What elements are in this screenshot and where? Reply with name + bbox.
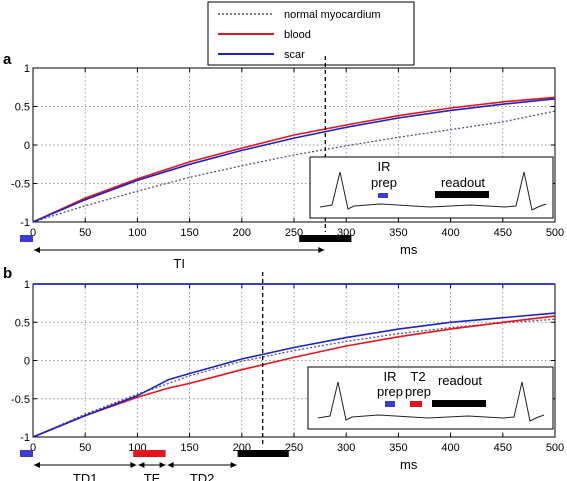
inset-label-readout: readout (438, 373, 482, 388)
x-tick-label: 400 (441, 227, 459, 239)
interval-label: TE (144, 471, 161, 481)
chart-panel-b: b-1-0.500.510 50 100 150 200 250 300 350 400 450 5… (3, 265, 564, 481)
y-tick-label: 0.5 (15, 102, 30, 114)
x-tick-label: 450 (494, 442, 512, 454)
y-tick-label: 1 (24, 63, 30, 75)
interval-arrow: TD1 (34, 462, 137, 481)
arrow-head (318, 247, 325, 253)
inset-box (309, 156, 554, 219)
interval-arrow: TI (34, 247, 325, 271)
inset-label-prep: prep (371, 175, 397, 190)
series-line-scar (32, 312, 556, 438)
inset-label-ir-prep: prep (377, 384, 403, 399)
series-line-normal-myocardium (32, 318, 556, 438)
ir-pulse-bar (20, 450, 33, 457)
x-tick-label: 250 (285, 227, 303, 239)
legend-label: normal myocardium (284, 9, 381, 21)
inset-label-ir: IR (384, 369, 397, 384)
y-tick-label: -1 (20, 217, 30, 229)
interval-arrow: TD2 (167, 462, 237, 481)
inset-readout-block (435, 191, 489, 198)
grid (33, 284, 555, 437)
panel-label: b (3, 265, 12, 282)
inset-label-t2: T2 (410, 369, 425, 384)
legend: normal myocardium blood scar (207, 1, 415, 66)
chart-panel-a: a-1-0.500.510 50 100 150 200 250 300 350 400 450 5… (3, 51, 564, 271)
readout-bar (299, 235, 352, 242)
inset-t2-block (410, 401, 422, 407)
x-tick-label: 0 (30, 227, 36, 239)
arrow-head (34, 247, 40, 253)
inset-ir-block (378, 193, 388, 198)
arrow-head (34, 462, 40, 468)
y-tick-label: -1 (20, 432, 30, 444)
ecg-trace (317, 381, 545, 422)
x-tick-label: 500 (546, 227, 564, 239)
inset-label-readout: readout (441, 175, 485, 190)
x-tick-label: 350 (389, 227, 407, 239)
x-tick-label: 150 (180, 442, 198, 454)
t2-pulse-bar (133, 450, 166, 457)
x-tick-label: 300 (337, 442, 355, 454)
x-tick-label: 350 (389, 442, 407, 454)
inset-ir-block (385, 401, 395, 407)
ir-pulse-bar (20, 235, 33, 242)
series-line-scar (32, 98, 556, 223)
x-tick-label: 500 (546, 442, 564, 454)
arrow-head (138, 462, 145, 468)
x-tick-label: 100 (128, 227, 146, 239)
y-tick-label: -0.5 (11, 394, 30, 406)
series-line-blood (32, 96, 556, 223)
legend-entry: scar (218, 49, 305, 61)
series-line-blood (32, 315, 556, 438)
y-tick-label: -0.5 (11, 179, 30, 191)
arrow-head (159, 462, 166, 468)
interval-label: TD2 (190, 471, 215, 481)
x-tick-label: 250 (285, 442, 303, 454)
legend-label: blood (284, 29, 311, 41)
legend-entry: normal myocardium (218, 9, 381, 21)
readout-bar (237, 450, 289, 457)
arrow-head (167, 462, 174, 468)
x-tick-label: 50 (79, 442, 91, 454)
legend-entry: blood (218, 29, 311, 41)
y-tick-label: 0 (24, 140, 30, 152)
y-tick-label: 1 (24, 279, 30, 291)
y-tick-label: 0 (24, 356, 30, 368)
arrow-head (230, 462, 237, 468)
interval-label: TD1 (73, 471, 98, 481)
x-tick-label: 0 (30, 442, 36, 454)
x-axis-label: ms (400, 457, 418, 472)
panel-label: a (3, 51, 12, 68)
series-line-normal-myocardium (32, 110, 556, 223)
ecg-trace (319, 171, 547, 211)
interval-arrow: TE (138, 462, 166, 481)
interval-label: TI (173, 256, 185, 271)
x-axis-label: ms (400, 242, 418, 257)
arrow-head (130, 462, 137, 468)
x-tick-label: 200 (233, 227, 251, 239)
inset-label-ir: IR (378, 159, 391, 174)
x-tick-label: 400 (441, 442, 459, 454)
x-tick-label: 150 (180, 227, 198, 239)
y-tick-label: 0.5 (15, 317, 30, 329)
legend-label: scar (284, 49, 305, 61)
x-tick-label: 450 (494, 227, 512, 239)
inset-label-t2-prep: prep (405, 384, 431, 399)
x-tick-label: 50 (79, 227, 91, 239)
inset-readout-block (432, 400, 486, 407)
